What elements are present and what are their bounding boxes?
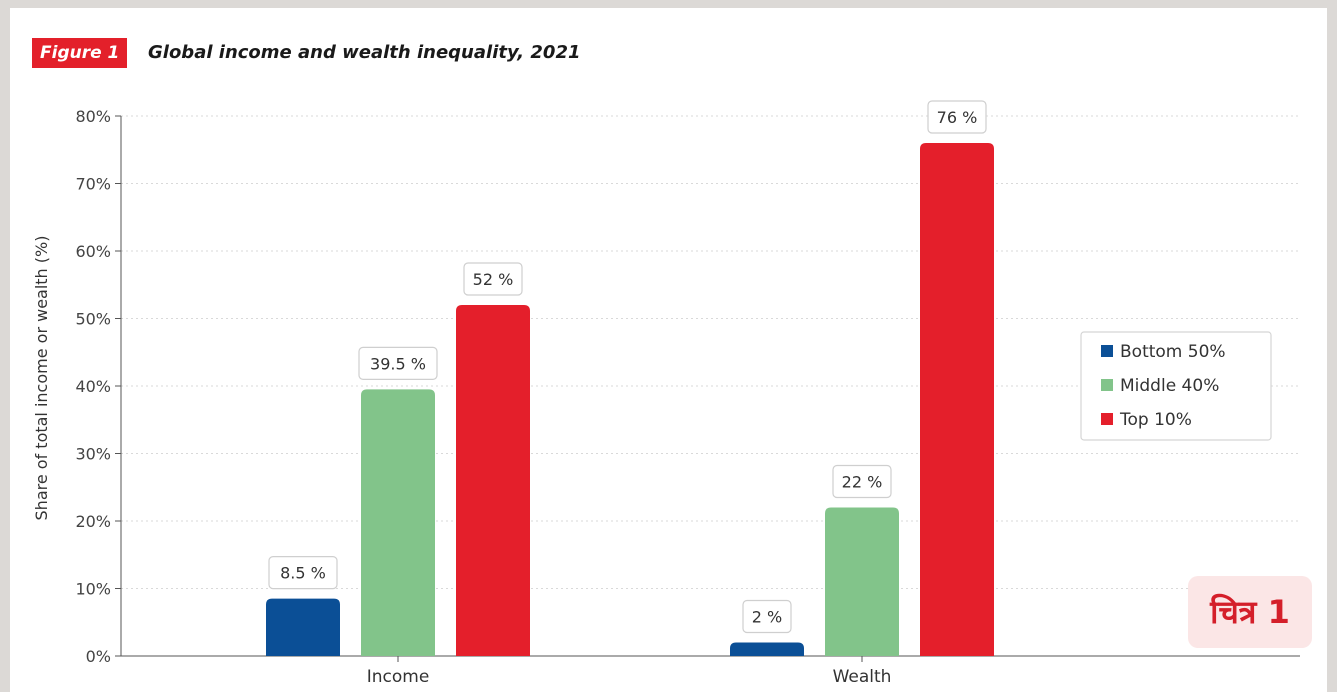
x-tick-label: Income [367, 667, 430, 687]
data-label: 2 % [752, 608, 782, 627]
y-tick-label: 40% [75, 377, 111, 396]
chart-title: Global income and wealth inequality, 202… [148, 42, 581, 63]
y-tick-label: 30% [75, 445, 111, 464]
y-tick-label: 10% [75, 580, 111, 599]
y-tick-label: 20% [75, 512, 111, 531]
data-label-box [358, 346, 438, 380]
figure-badge: Figure 1 [32, 38, 128, 68]
legend-entry: Bottom 50% [1120, 342, 1226, 362]
bar [730, 642, 804, 656]
bar [920, 143, 994, 656]
bar [825, 507, 899, 656]
y-tick-label: 0% [86, 647, 111, 666]
data-label: 52 % [473, 270, 514, 289]
x-tick-label: Wealth [833, 667, 892, 687]
legend-box [1080, 331, 1272, 441]
y-tick-label: 60% [75, 242, 111, 261]
data-label-box [268, 556, 338, 590]
data-label: 39.5 % [370, 354, 426, 373]
bar [361, 389, 435, 656]
bar-chart: 0% 10% 20% 30% 40% 50% 60% 70% 80% Share of total… [32, 100, 1300, 687]
legend-swatch [1101, 345, 1113, 357]
data-label: 22 % [842, 473, 883, 492]
data-label: 8.5 % [280, 564, 326, 583]
data-label-box [927, 100, 987, 134]
data-label-box [742, 599, 792, 634]
y-tick-label: 80% [75, 107, 111, 126]
legend-entry: Middle 40% [1120, 376, 1219, 396]
y-axis-label: Share of total income or wealth (%) [32, 236, 51, 521]
y-tick-label: 70% [75, 175, 111, 194]
data-label-box [463, 262, 523, 296]
bar [266, 598, 340, 656]
hindi-figure-stamp: चित्र 1 [1188, 576, 1312, 648]
y-tick-label: 50% [75, 310, 111, 329]
data-label: 76 % [937, 108, 978, 127]
legend-entry: Top 10% [1119, 410, 1192, 430]
legend-swatch [1101, 379, 1113, 391]
figure-card: Figure 1 Global income and wealth inequa… [10, 8, 1327, 692]
bar [456, 305, 530, 656]
legend-swatch [1101, 413, 1113, 425]
data-label-box [832, 464, 892, 499]
